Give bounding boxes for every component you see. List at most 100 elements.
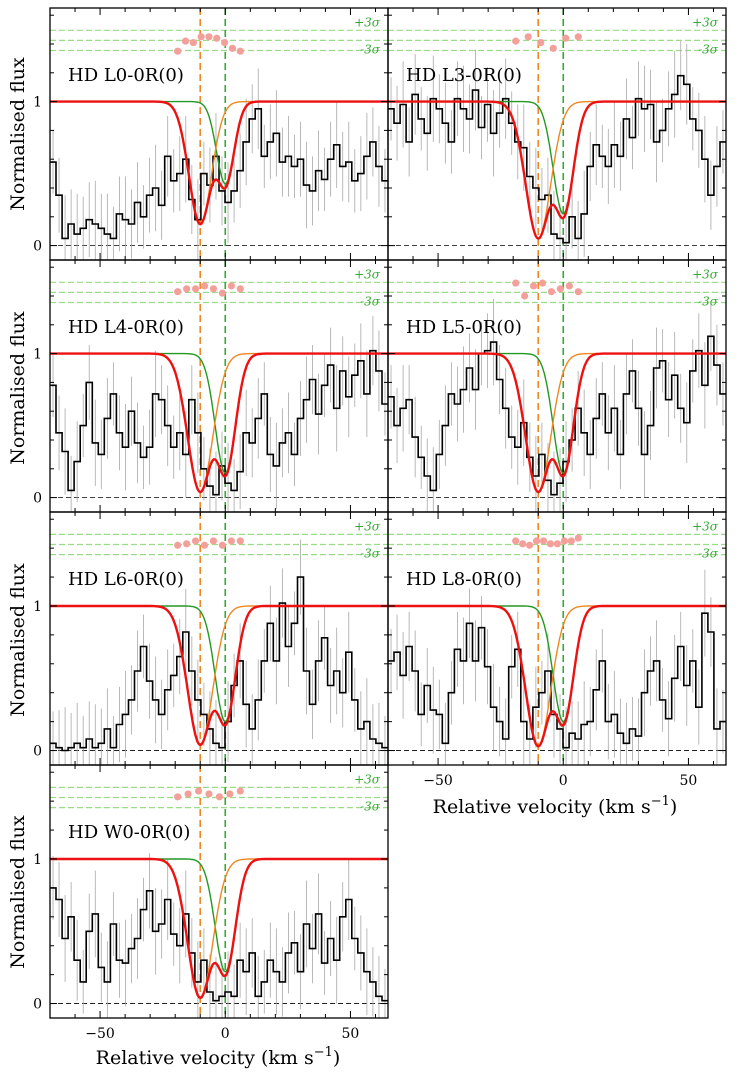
model-component-2 (388, 100, 726, 215)
residual-point (174, 793, 182, 801)
plot-area (388, 512, 726, 765)
sigma-minus-label: -3σ (360, 800, 381, 814)
y-axis-label: Normalised flux (7, 815, 29, 969)
panel-title: HD W0-0R(0) (68, 822, 190, 843)
panel-title: HD L8-0R(0) (406, 569, 522, 590)
flux-histogram (50, 887, 388, 1002)
plot-area (388, 8, 726, 260)
model-component-2 (50, 605, 388, 723)
x-tick-label: 0 (559, 773, 568, 789)
y-tick-label: 0 (33, 997, 42, 1013)
residual-point (525, 541, 534, 549)
panel-frame (49, 764, 389, 1019)
panel-title: HD L4-0R(0) (68, 317, 184, 338)
residual-point (213, 34, 221, 42)
residual-point (218, 289, 226, 297)
residual-point (512, 37, 520, 45)
y-tick-label: 0 (33, 744, 42, 760)
residual-point (529, 282, 538, 290)
y-tick-label: 1 (33, 95, 42, 111)
residual-point (221, 38, 229, 47)
residual-point (560, 537, 568, 545)
panel-frame (387, 259, 727, 513)
panel: +3σ -3σ HD L8-0R(0) −50 0 50 (387, 511, 727, 789)
panel: +3σ -3σ HD W0-0R(0) 0 1 −50 0 50 (33, 764, 389, 1042)
plot-area (50, 260, 388, 512)
sigma-plus-label: +3σ (692, 519, 719, 533)
y-tick-label: 0 (33, 239, 42, 255)
panel-frame (49, 511, 389, 766)
model-total (388, 604, 726, 748)
y-axis-label: Normalised flux (7, 57, 29, 211)
residual-point (191, 285, 200, 293)
y-axis-label: Normalised flux (7, 563, 29, 717)
residual-point (537, 38, 545, 47)
sigma-minus-label: -3σ (360, 294, 381, 308)
residual-point (547, 288, 556, 296)
x-axis-label: Relative velocity (km s−1) (96, 1045, 341, 1069)
residual-point (236, 47, 244, 55)
sigma-minus-label: -3σ (698, 547, 719, 561)
sigma-minus-label: -3σ (698, 42, 719, 56)
residual-point (236, 537, 244, 545)
y-tick-label: 1 (33, 347, 42, 363)
x-tick-label: 0 (221, 1026, 230, 1042)
y-tick-label: 0 (33, 491, 42, 507)
residual-point (236, 787, 244, 795)
panel-title: HD L5-0R(0) (406, 317, 522, 338)
residual-point (538, 279, 547, 287)
residual-point (183, 285, 191, 293)
residual-point (174, 288, 182, 296)
panels: +3σ -3σ HD L0-0R(0) 0 1 +3σ -3σ HD L3-0R(0) +3σ -… (33, 7, 727, 1042)
plot-area (50, 512, 388, 765)
residual-point (194, 787, 203, 795)
residual-point (184, 790, 192, 798)
model-component-1 (50, 605, 388, 746)
residual-point (539, 537, 548, 545)
panel-frame (387, 511, 727, 766)
plot-area (50, 765, 388, 1018)
model-component-1 (388, 100, 726, 240)
panel-title: HD L3-0R(0) (406, 65, 522, 86)
panel: +3σ -3σ HD L6-0R(0) 0 1 (33, 511, 389, 766)
flux-histogram (388, 74, 726, 244)
residual-point (197, 33, 205, 41)
panel: +3σ -3σ HD L4-0R(0) 0 1 (33, 259, 389, 513)
model-component-2 (388, 605, 726, 723)
model-total (50, 857, 388, 1000)
sigma-minus-label: -3σ (360, 42, 381, 56)
residual-point (519, 540, 527, 548)
residual-point (574, 288, 582, 296)
residual-point (549, 44, 557, 52)
residual-point (532, 537, 541, 545)
model-component-2 (50, 858, 388, 973)
sigma-plus-label: +3σ (354, 772, 381, 786)
panel: +3σ -3σ HD L3-0R(0) (387, 7, 727, 261)
sigma-plus-label: +3σ (354, 519, 381, 533)
panel: +3σ -3σ HD L0-0R(0) 0 1 (33, 7, 389, 261)
residual-point (189, 38, 197, 47)
x-tick-label: 50 (680, 773, 698, 789)
residual-point (236, 285, 244, 293)
model-total (50, 352, 388, 494)
residual-point (218, 541, 226, 549)
sigma-plus-label: +3σ (354, 267, 381, 281)
sigma-plus-label: +3σ (692, 267, 719, 281)
model-total (50, 604, 388, 747)
residual-point (209, 285, 218, 293)
flux-histogram (388, 335, 726, 496)
residual-point (209, 537, 218, 545)
model-component-1 (388, 352, 726, 493)
residual-point (574, 534, 582, 542)
residual-point (227, 537, 235, 545)
residual-point (512, 537, 520, 545)
model-total (50, 100, 388, 226)
plot-area (388, 260, 726, 512)
x-tick-label: 50 (342, 1026, 360, 1042)
residual-point (562, 34, 570, 42)
residual-point (524, 33, 532, 41)
residual-point (512, 279, 520, 287)
x-axis-label: Relative velocity (km s−1) (433, 794, 678, 818)
panel-title: HD L6-0R(0) (68, 569, 184, 590)
residual-point (227, 282, 235, 290)
